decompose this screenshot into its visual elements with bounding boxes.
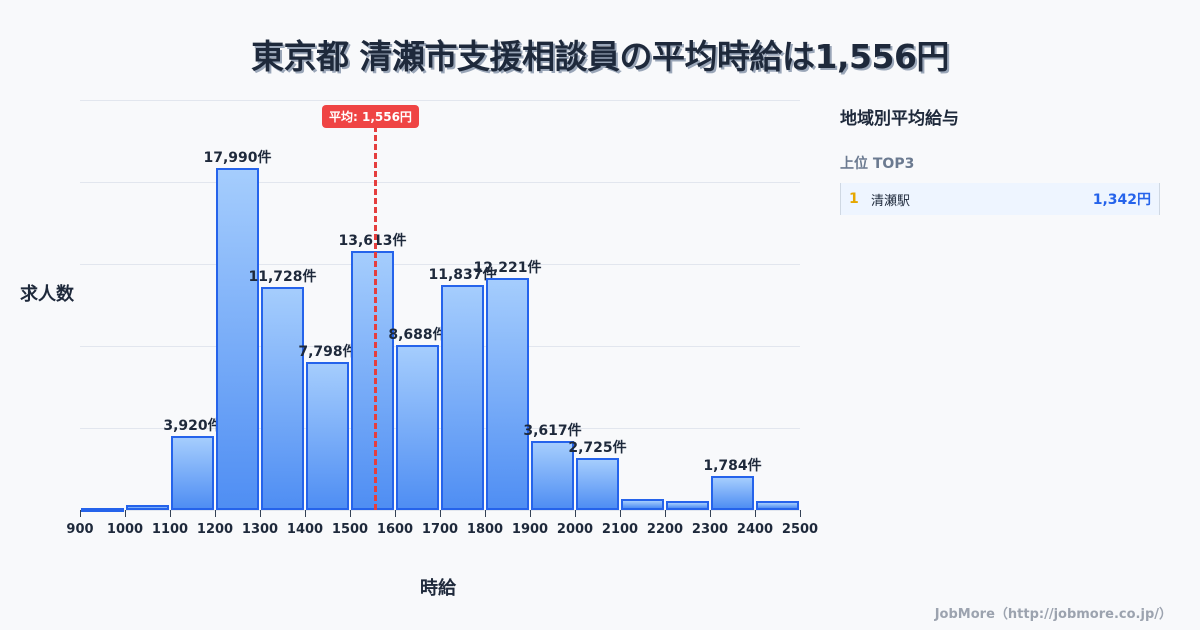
histogram-bar <box>171 435 214 510</box>
x-tick <box>710 510 711 517</box>
x-tick <box>170 510 171 517</box>
bar-value-label: 8,688件 <box>388 326 447 343</box>
x-tick-label: 2100 <box>601 522 639 537</box>
histogram-bar <box>576 458 619 510</box>
bar-value-label: 3,920件 <box>163 417 222 434</box>
x-tick <box>800 510 801 517</box>
x-tick-label: 1200 <box>196 522 234 537</box>
x-tick <box>755 510 756 517</box>
bar-value-label: 17,990件 <box>203 150 272 167</box>
y-axis-label: 求人数 <box>20 284 74 305</box>
x-tick <box>395 510 396 517</box>
x-tick <box>620 510 621 517</box>
x-tick-label: 2300 <box>691 522 729 537</box>
x-tick <box>215 510 216 517</box>
bar-value-label: 11,728件 <box>248 269 317 286</box>
histogram-bar <box>216 168 259 510</box>
histogram-bar <box>261 287 304 510</box>
panel-subtitle: 上位 TOP3 <box>840 156 915 172</box>
footer-credit: JobMore（http://jobmore.co.jp/） <box>934 607 1172 622</box>
rank-row: 1 清瀬駅 1,342円 <box>840 183 1160 215</box>
x-tick-label: 1400 <box>286 522 324 537</box>
panel-title: 地域別平均給与 <box>840 109 959 129</box>
x-tick-label: 1600 <box>376 522 414 537</box>
x-tick <box>575 510 576 517</box>
histogram-bar <box>81 508 124 512</box>
gridline <box>80 100 800 101</box>
x-tick <box>530 510 531 517</box>
x-tick-label: 2500 <box>781 522 819 537</box>
histogram-bar <box>486 277 529 510</box>
x-tick-label: 1800 <box>466 522 504 537</box>
x-tick-label: 2000 <box>556 522 594 537</box>
x-tick <box>125 510 126 517</box>
bar-value-label: 1,784件 <box>703 458 762 475</box>
x-tick-label: 900 <box>66 522 94 537</box>
histogram-bar <box>711 476 754 510</box>
x-tick-label: 1300 <box>241 522 279 537</box>
x-tick-label: 1100 <box>151 522 189 537</box>
regional-salary-panel: 地域別平均給与 上位 TOP3 1 清瀬駅 1,342円 <box>840 104 1160 215</box>
x-tick-label: 1000 <box>106 522 144 537</box>
x-tick-label: 2400 <box>736 522 774 537</box>
bar-value-label: 12,221件 <box>473 259 542 276</box>
histogram-bar <box>756 501 799 510</box>
average-line <box>374 126 378 510</box>
histogram-chart: 求人数 時給 3,920件 17,990件 11,728件 7,798件 13,613件… <box>20 100 819 599</box>
histogram-bar <box>351 251 394 510</box>
x-tick <box>665 510 666 517</box>
gridline <box>80 182 800 183</box>
x-tick <box>305 510 306 517</box>
bar-value-label: 11,837件 <box>428 267 497 284</box>
histogram-bar <box>666 501 709 510</box>
bar-value-label: 3,617件 <box>523 423 582 440</box>
x-tick <box>350 510 351 517</box>
gridline <box>80 346 800 347</box>
bar-value-label: 2,725件 <box>568 440 627 457</box>
histogram-bar <box>441 285 484 510</box>
histogram-bar <box>396 344 439 510</box>
rank-number: 1 <box>849 191 859 207</box>
x-tick <box>80 510 81 517</box>
bar-value-label: 13,613件 <box>338 233 407 250</box>
gridline <box>80 264 800 265</box>
x-tick-label: 1500 <box>331 522 369 537</box>
histogram-bar <box>621 499 664 510</box>
histogram-bar <box>531 441 574 510</box>
x-tick-label: 1700 <box>421 522 459 537</box>
x-tick <box>260 510 261 517</box>
x-tick-label: 2200 <box>646 522 684 537</box>
histogram-bar <box>306 361 349 510</box>
gridline <box>80 428 800 429</box>
average-badge: 平均: 1,556円 <box>322 105 419 128</box>
x-tick <box>440 510 441 517</box>
bar-value-label: 7,798件 <box>298 343 357 360</box>
page-title: 東京都 清瀬市支援相談員の平均時給は1,556円 <box>251 37 949 76</box>
rank-value: 1,342円 <box>1092 192 1151 208</box>
x-tick <box>485 510 486 517</box>
x-axis-label: 時給 <box>420 578 456 599</box>
x-tick-label: 1900 <box>511 522 549 537</box>
histogram-bar <box>126 505 169 510</box>
rank-station: 清瀬駅 <box>871 193 911 209</box>
